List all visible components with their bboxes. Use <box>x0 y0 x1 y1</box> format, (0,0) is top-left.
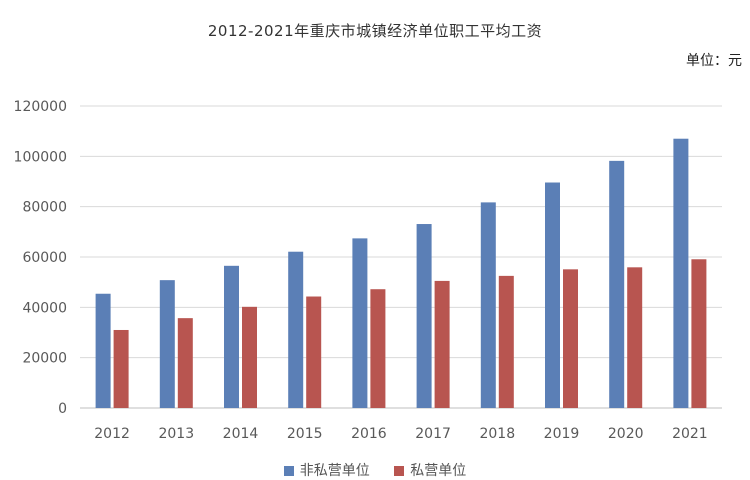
bar-series-1 <box>691 259 707 408</box>
legend-swatch <box>394 466 405 476</box>
bar-series-1 <box>113 329 129 408</box>
legend-swatch <box>283 466 294 476</box>
x-tick-label: 2021 <box>672 426 708 442</box>
bar-series-0 <box>95 293 111 408</box>
bar-series-1 <box>498 275 514 408</box>
bar-series-0 <box>352 238 368 408</box>
legend: 非私营单位 私营单位 <box>0 460 750 480</box>
x-tick-label: 2018 <box>479 426 515 442</box>
y-tick-label: 60000 <box>22 250 67 266</box>
x-tick-label: 2019 <box>544 426 580 442</box>
bar-series-1 <box>306 296 322 408</box>
legend-label: 私营单位 <box>410 463 467 479</box>
bar-series-0 <box>416 224 432 408</box>
legend-item-series-1: 私营单位 <box>394 460 466 480</box>
legend-item-series-0: 非私营单位 <box>283 460 370 480</box>
bar-series-1 <box>242 306 257 408</box>
y-tick-label: 100000 <box>14 149 67 165</box>
unit-label: 单位：元 <box>686 53 742 69</box>
y-tick-label: 40000 <box>22 300 67 316</box>
bar-series-0 <box>159 280 175 408</box>
bar-series-1 <box>370 289 386 408</box>
x-tick-label: 2016 <box>351 426 387 442</box>
bar-series-1 <box>627 267 643 408</box>
bar-series-0 <box>480 202 496 408</box>
x-tick-label: 2012 <box>94 426 130 442</box>
bar-series-1 <box>563 269 578 408</box>
bar-series-0 <box>224 265 239 408</box>
legend-label: 非私营单位 <box>299 463 370 479</box>
bar-series-1 <box>177 318 193 408</box>
chart-title: 2012-2021年重庆市城镇经济单位职工平均工资 <box>207 22 543 40</box>
x-tick-label: 2015 <box>287 426 323 442</box>
y-tick-label: 80000 <box>22 200 67 216</box>
bar-chart: 0 20000 40000 60000 80000 100000 120000 2012 201… <box>14 99 722 442</box>
x-tick-label: 2014 <box>223 426 259 442</box>
x-tick-label: 2020 <box>608 426 644 442</box>
bar-series-0 <box>673 138 689 408</box>
bar-series-0 <box>545 182 560 408</box>
x-tick-label: 2017 <box>415 426 451 442</box>
y-tick-label: 120000 <box>14 99 67 115</box>
bar-series-0 <box>609 160 625 408</box>
x-tick-label: 2013 <box>158 426 194 442</box>
y-tick-label: 20000 <box>22 351 67 367</box>
bar-series-1 <box>434 280 450 408</box>
y-tick-label: 0 <box>58 401 67 417</box>
bar-series-0 <box>288 251 304 408</box>
